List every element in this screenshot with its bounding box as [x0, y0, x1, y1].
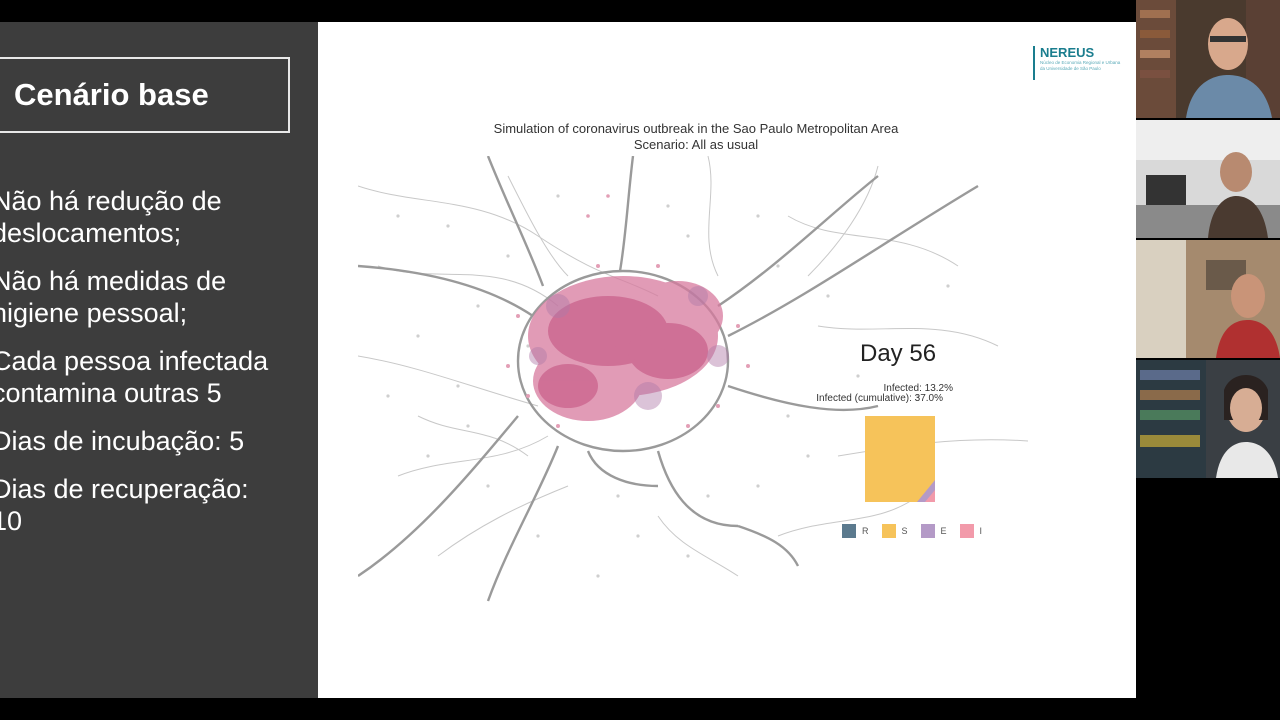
metro-area-map	[358, 156, 1029, 602]
bullet-item: Não há medidas de higiene pessoal;	[0, 266, 227, 328]
day-label: Day 56	[860, 340, 937, 367]
participant-tile-1[interactable]	[1136, 0, 1280, 118]
bullet-item: Não há redução de deslocamentos;	[0, 186, 222, 248]
bullet-item: Dias de recuperação: 10	[0, 474, 249, 536]
infected-cumulative-label: Infected (cumulative): 37.0%	[816, 393, 943, 404]
legend-swatch-e	[920, 524, 935, 538]
legend-label-s: S	[901, 526, 908, 536]
infected-label: Infected: 13.2%	[883, 383, 954, 394]
legend-label-i: I	[979, 526, 983, 536]
bullet-item: Dias de incubação: 5	[0, 426, 245, 456]
participant-4-video	[1136, 360, 1280, 478]
slide-heading: Cenário base	[0, 57, 290, 133]
legend-swatch-i	[959, 524, 974, 538]
legend-swatch-s	[881, 524, 896, 538]
legend-swatch-r	[842, 524, 856, 538]
logo-subtitle-2: da Universidade de São Paulo	[1040, 66, 1101, 71]
nereus-logo: NEREUS Núcleo de Economia Regional e Urb…	[1033, 46, 1128, 80]
participant-tile-3[interactable]	[1136, 240, 1280, 358]
compartment-legend: R S E I	[842, 524, 995, 538]
slide-content: NEREUS Núcleo de Economia Regional e Urb…	[318, 22, 1136, 698]
share-i	[925, 490, 935, 502]
legend-label-r: R	[862, 526, 869, 536]
simulation-title: Simulation of coronavirus outbreak in th…	[493, 121, 899, 152]
slide-left-panel: Cenário base Não há redução de deslocame…	[0, 22, 318, 698]
compartment-share-chart	[865, 416, 935, 502]
participant-3-video	[1136, 240, 1280, 358]
legend-label-e: E	[940, 526, 947, 536]
logo-subtitle-1: Núcleo de Economia Regional e Urbana	[1040, 60, 1121, 65]
bullet-item: Cada pessoa infectada contamina outras 5	[0, 346, 269, 408]
participant-tile-2[interactable]	[1136, 120, 1280, 238]
logo-name: NEREUS	[1040, 45, 1095, 60]
participant-2-video	[1136, 120, 1280, 238]
share-s	[865, 416, 935, 502]
participant-tile-4[interactable]	[1136, 360, 1280, 478]
bullet-list: Não há redução de deslocamentos; Não há …	[0, 185, 268, 553]
participant-1-video	[1136, 0, 1280, 118]
